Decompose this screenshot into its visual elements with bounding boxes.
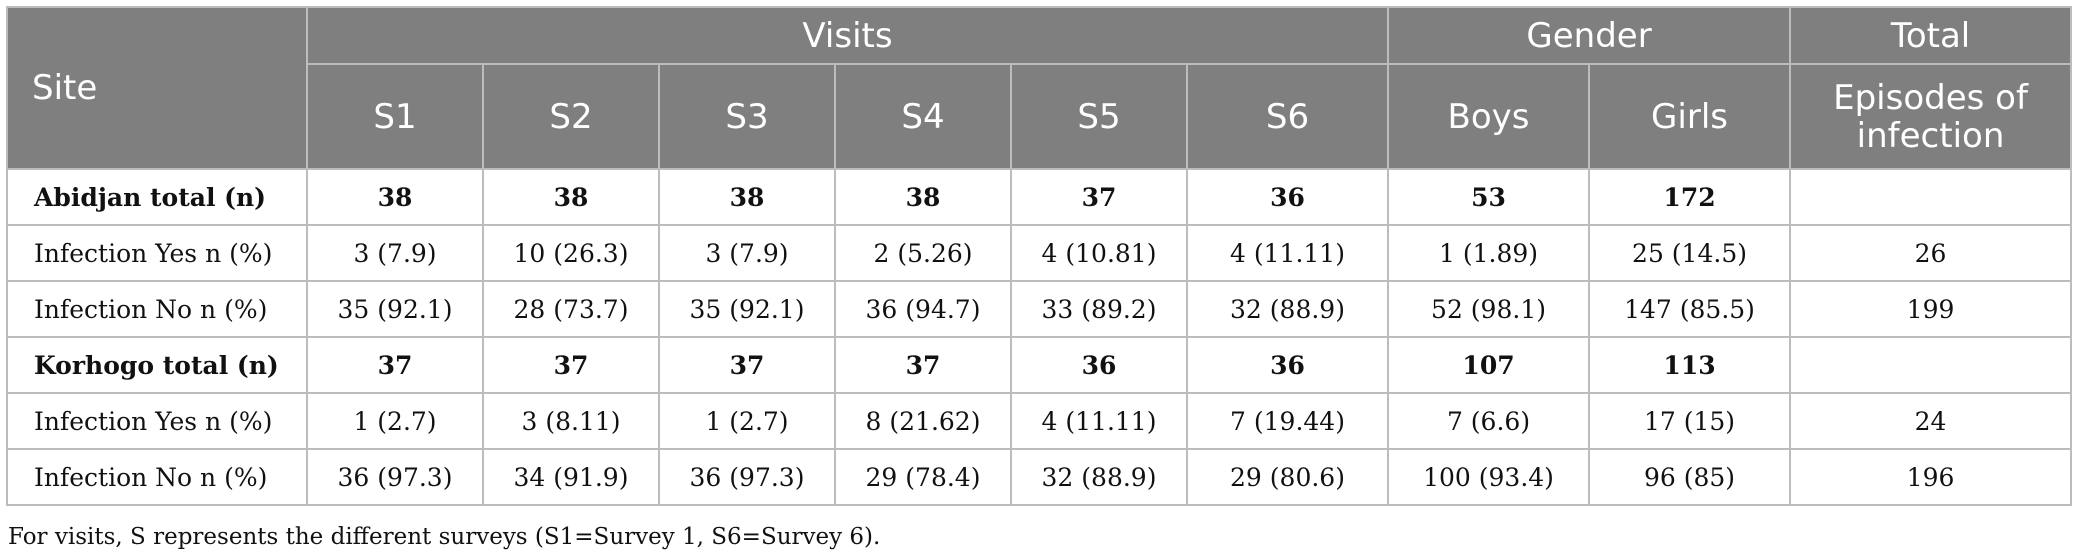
table-cell: 36 <box>1185 336 1390 394</box>
table-cell: 32 (88.9) <box>1185 280 1390 338</box>
table-cell: 1 (2.7) <box>658 392 836 450</box>
table-cell: 4 (11.11) <box>1010 392 1188 450</box>
table-cell: 8 (21.62) <box>834 392 1012 450</box>
header-s4: S4 <box>834 63 1012 170</box>
total-row: Korhogo total (n) 37 37 37 37 36 36 107 113 <box>6 336 2073 394</box>
table-cell: 3 (7.9) <box>658 224 836 282</box>
table-cell: 1 (2.7) <box>306 392 484 450</box>
table-cell: 35 (92.1) <box>306 280 484 338</box>
table-cell: 29 (78.4) <box>834 448 1012 506</box>
row-label: Korhogo total (n) <box>6 336 308 394</box>
table-cell: 38 <box>834 168 1012 226</box>
row-label: Infection Yes n (%) <box>6 224 308 282</box>
table-cell: 37 <box>658 336 836 394</box>
table-cell: 36 (97.3) <box>658 448 836 506</box>
table-container: Site Visits Gender Total S1 S2 S3 S4 S5 … <box>6 6 2073 550</box>
table-cell: 38 <box>306 168 484 226</box>
table-cell: 38 <box>482 168 660 226</box>
header-girls: Girls <box>1588 63 1792 170</box>
table-cell: 52 (98.1) <box>1387 280 1591 338</box>
table-cell: 29 (80.6) <box>1185 448 1390 506</box>
header-s5: S5 <box>1010 63 1188 170</box>
table-cell: 113 <box>1588 336 1792 394</box>
table-cell: 37 <box>482 336 660 394</box>
infection-table: Site Visits Gender Total S1 S2 S3 S4 S5 … <box>6 6 2073 506</box>
table-cell: 4 (10.81) <box>1010 224 1188 282</box>
header-s6: S6 <box>1185 63 1390 170</box>
table-row: Infection Yes n (%) 1 (2.7) 3 (8.11) 1 (2.7… <box>6 392 2073 450</box>
header-boys: Boys <box>1387 63 1591 170</box>
header-s1: S1 <box>306 63 484 170</box>
row-label: Infection Yes n (%) <box>6 392 308 450</box>
row-label: Infection No n (%) <box>6 280 308 338</box>
table-cell: 147 (85.5) <box>1588 280 1792 338</box>
table-cell: 35 (92.1) <box>658 280 836 338</box>
table-cell: 96 (85) <box>1588 448 1792 506</box>
table-row: Infection Yes n (%) 3 (7.9) 10 (26.3) 3 (7.… <box>6 224 2073 282</box>
table-cell <box>1789 336 2073 394</box>
header-visits: Visits <box>305 6 1390 65</box>
table-cell: 28 (73.7) <box>482 280 660 338</box>
table-cell: 17 (15) <box>1588 392 1792 450</box>
table-cell: 36 (94.7) <box>834 280 1012 338</box>
header-s2: S2 <box>482 63 660 170</box>
table-cell: 3 (8.11) <box>482 392 660 450</box>
table-row: Infection No n (%) 35 (92.1) 28 (73.7) 35 (… <box>6 280 2073 338</box>
table-cell: 34 (91.9) <box>482 448 660 506</box>
table-cell: 32 (88.9) <box>1010 448 1188 506</box>
table-header: Site Visits Gender Total S1 S2 S3 S4 S5 … <box>6 6 2073 170</box>
table-cell: 172 <box>1588 168 1792 226</box>
table-cell: 199 <box>1789 280 2073 338</box>
table-cell: 36 <box>1185 168 1390 226</box>
row-label: Abidjan total (n) <box>6 168 308 226</box>
table-body: Abidjan total (n) 38 38 38 38 37 36 53 172 Infect… <box>6 168 2073 506</box>
table-cell: 36 (97.3) <box>306 448 484 506</box>
footnote: For visits, S represents the different s… <box>8 524 881 550</box>
header-site: Site <box>6 6 308 170</box>
table-cell: 25 (14.5) <box>1588 224 1792 282</box>
table-cell: 1 (1.89) <box>1387 224 1591 282</box>
table-cell: 36 <box>1010 336 1188 394</box>
row-label: Infection No n (%) <box>6 448 308 506</box>
table-cell: 26 <box>1789 224 2073 282</box>
header-total: Total <box>1789 6 2073 65</box>
table-cell: 100 (93.4) <box>1387 448 1591 506</box>
total-row: Abidjan total (n) 38 38 38 38 37 36 53 172 <box>6 168 2073 226</box>
table-cell: 7 (19.44) <box>1185 392 1390 450</box>
table-cell: 107 <box>1387 336 1591 394</box>
table-cell: 37 <box>1010 168 1188 226</box>
header-episodes: Episodes of infection <box>1789 63 2073 170</box>
table-cell: 33 (89.2) <box>1010 280 1188 338</box>
table-cell <box>1789 168 2073 226</box>
table-row: Infection No n (%) 36 (97.3) 34 (91.9) 36 (… <box>6 448 2073 506</box>
table-cell: 53 <box>1387 168 1591 226</box>
header-s3: S3 <box>658 63 836 170</box>
table-cell: 3 (7.9) <box>306 224 484 282</box>
table-cell: 37 <box>306 336 484 394</box>
table-cell: 7 (6.6) <box>1387 392 1591 450</box>
header-gender: Gender <box>1387 6 1792 65</box>
table-cell: 2 (5.26) <box>834 224 1012 282</box>
table-cell: 10 (26.3) <box>482 224 660 282</box>
table-cell: 38 <box>658 168 836 226</box>
table-cell: 37 <box>834 336 1012 394</box>
table-cell: 4 (11.11) <box>1185 224 1390 282</box>
table-cell: 24 <box>1789 392 2073 450</box>
table-cell: 196 <box>1789 448 2073 506</box>
